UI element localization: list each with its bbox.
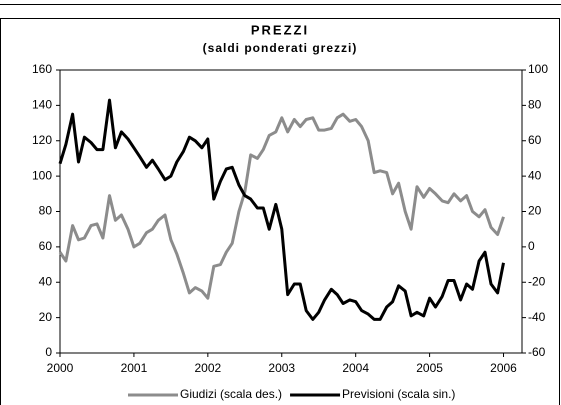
y-tick-label: 160	[32, 62, 52, 76]
y2-tick-label: -20	[528, 274, 546, 288]
x-tick-label: 2000	[47, 361, 74, 375]
y2-tick-label: -40	[528, 310, 546, 324]
y2-tick-label: 60	[528, 133, 542, 147]
y-tick-label: 100	[32, 168, 52, 182]
y2-tick-label: 100	[528, 62, 548, 76]
x-tick-label: 2006	[490, 361, 517, 375]
chart-subtitle: (saldi ponderati grezzi)	[203, 41, 358, 55]
x-tick-label: 2003	[268, 361, 295, 375]
y-tick-label: 0	[45, 345, 52, 359]
y-tick-label: 80	[39, 204, 53, 218]
x-tick-label: 2002	[194, 361, 221, 375]
x-tick-label: 2004	[342, 361, 369, 375]
plot-area	[59, 69, 523, 354]
x-tick-label: 2001	[121, 361, 148, 375]
y-tick-label: 40	[39, 274, 53, 288]
y-tick-label: 20	[39, 310, 53, 324]
y2-tick-label: 40	[528, 168, 542, 182]
legend-label: Previsioni (scala sin.)	[342, 387, 455, 401]
chart-title: PREZZI	[251, 22, 309, 37]
y2-tick-label: -60	[528, 345, 546, 359]
data-line	[58, 98, 505, 321]
y2-tick-label: 0	[528, 239, 535, 253]
frame	[0, 18, 560, 405]
x-tick-label: 2005	[416, 361, 443, 375]
y-tick-label: 60	[39, 239, 53, 253]
data-line	[58, 112, 505, 300]
legend-label: Giudizi (scala des.)	[180, 387, 282, 401]
y-tick-label: 140	[32, 98, 52, 112]
y2-tick-label: 20	[528, 204, 542, 218]
y2-tick-label: 80	[528, 98, 542, 112]
y-tick-label: 120	[32, 133, 52, 147]
